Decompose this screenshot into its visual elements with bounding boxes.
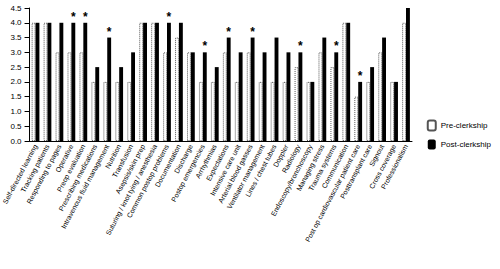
svg-text:Pre-clerkship: Pre-clerkship	[441, 121, 488, 130]
svg-text:Postop emergencies: Postop emergencies	[169, 143, 206, 203]
svg-text:*: *	[250, 25, 255, 39]
svg-text:Posttransplant care: Posttransplant care	[339, 143, 374, 200]
svg-text:Professionalism: Professionalism	[380, 143, 409, 190]
svg-text:Managing stress: Managing stress	[295, 143, 326, 192]
svg-text:*: *	[71, 10, 76, 24]
svg-text:*: *	[83, 10, 88, 24]
svg-text:Common postop problems: Common postop problems	[125, 143, 171, 220]
svg-text:Arrhythmias: Arrhythmias	[194, 143, 218, 180]
svg-text:Radiology: Radiology	[280, 143, 302, 175]
svg-text:1.0: 1.0	[10, 107, 22, 116]
svg-text:Prescribing medications: Prescribing medications	[57, 143, 99, 213]
svg-text:*: *	[334, 39, 339, 53]
svg-text:*: *	[358, 69, 363, 83]
svg-text:Trauma systems: Trauma systems	[307, 143, 338, 192]
svg-text:Operative: Operative	[54, 143, 75, 174]
svg-text:*: *	[107, 25, 112, 39]
svg-text:4.0: 4.0	[10, 18, 22, 27]
svg-text:*: *	[167, 10, 172, 24]
svg-text:Transfusion: Transfusion	[111, 143, 135, 179]
svg-text:Post-clerkship: Post-clerkship	[441, 140, 492, 149]
svg-text:Preop evaluation: Preop evaluation	[55, 143, 87, 193]
svg-text:Tracking patients: Tracking patients	[19, 143, 51, 194]
svg-text:Post op cardiovascular patient: Post op cardiovascular patient care	[304, 143, 362, 243]
svg-text:*: *	[226, 25, 231, 39]
svg-text:Expectations: Expectations	[204, 143, 230, 182]
svg-text:Suturing / knot tying / anesth: Suturing / knot tying / anesthesia	[104, 143, 159, 236]
svg-text:Lines / chest tubes: Lines / chest tubes	[244, 143, 278, 198]
svg-text:0.0: 0.0	[10, 137, 22, 146]
svg-text:Self-directed learning: Self-directed learning	[1, 143, 39, 205]
svg-text:Nutrition: Nutrition	[103, 143, 123, 170]
svg-text:4.5: 4.5	[10, 4, 22, 13]
svg-text:Doppler: Doppler	[271, 143, 290, 169]
svg-text:0.5: 0.5	[10, 122, 22, 131]
svg-text:Signout: Signout	[367, 143, 386, 168]
svg-text:1.5: 1.5	[10, 92, 22, 101]
svg-text:Arterial blood gasses: Arterial blood gasses	[217, 143, 254, 205]
svg-text:2.5: 2.5	[10, 63, 22, 72]
svg-text:Discharge: Discharge	[173, 143, 194, 175]
svg-text:Documentation: Documentation	[153, 143, 182, 189]
svg-text:*: *	[298, 39, 303, 53]
svg-text:*: *	[202, 39, 207, 53]
svg-text:Ventilator management: Ventilator management	[225, 143, 266, 211]
svg-text:Endoscopy/bronchoscopy: Endoscopy/bronchoscopy	[270, 143, 315, 218]
svg-text:Communication: Communication	[320, 143, 350, 190]
svg-text:Cross coverage: Cross coverage	[368, 143, 398, 190]
svg-text:2.0: 2.0	[10, 77, 22, 86]
svg-text:Responding to pages: Responding to pages	[25, 143, 63, 206]
svg-text:Asepsis/skin prep: Asepsis/skin prep	[114, 143, 147, 195]
svg-text:Intensive care unit: Intensive care unit	[209, 143, 242, 197]
svg-text:Intravenous fluid management: Intravenous fluid management	[60, 143, 111, 230]
svg-text:3.5: 3.5	[10, 33, 22, 42]
svg-text:3.0: 3.0	[10, 48, 22, 57]
